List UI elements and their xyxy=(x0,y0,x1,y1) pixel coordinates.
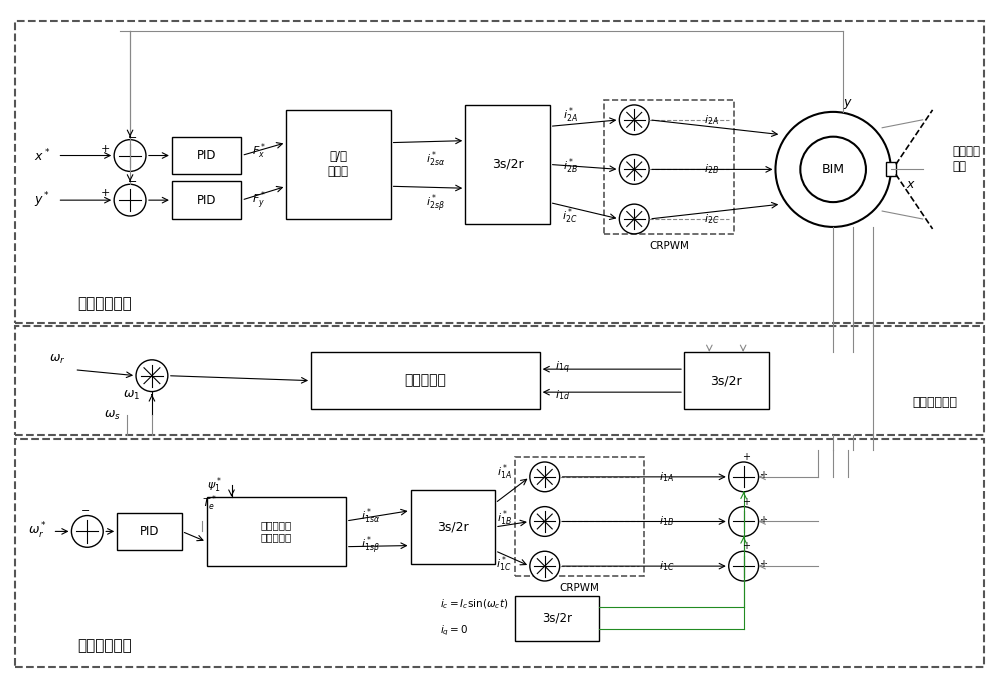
Text: PID: PID xyxy=(197,194,216,207)
FancyBboxPatch shape xyxy=(172,137,241,174)
Text: +: + xyxy=(101,144,110,154)
Text: $i_q = 0$: $i_q = 0$ xyxy=(440,623,469,638)
Text: $i_{1A}^*$: $i_{1A}^*$ xyxy=(497,462,512,481)
Circle shape xyxy=(729,551,759,581)
Circle shape xyxy=(729,462,759,492)
Text: $i_{1s\beta}^*$: $i_{1s\beta}^*$ xyxy=(361,535,380,557)
Text: +: + xyxy=(760,515,768,525)
Text: $T_e^*$: $T_e^*$ xyxy=(202,494,216,513)
Circle shape xyxy=(71,515,103,547)
Text: 悬浮控制过程: 悬浮控制过程 xyxy=(77,296,132,311)
Text: $i_{2A}^*$: $i_{2A}^*$ xyxy=(563,105,578,125)
FancyBboxPatch shape xyxy=(311,352,540,410)
Text: $i_{1s\alpha}^*$: $i_{1s\alpha}^*$ xyxy=(361,506,380,526)
Text: $-$: $-$ xyxy=(127,131,137,140)
Text: $i_{1A}$: $i_{1A}$ xyxy=(659,470,674,484)
Text: 偏差角控制: 偏差角控制 xyxy=(404,374,446,388)
Text: 气隙磁场定
向解耦控制: 气隙磁场定 向解耦控制 xyxy=(261,521,292,542)
Circle shape xyxy=(729,506,759,536)
Text: 3s/2r: 3s/2r xyxy=(437,521,469,534)
Text: 力/电
流转器: 力/电 流转器 xyxy=(328,151,349,178)
Text: 3s/2r: 3s/2r xyxy=(542,612,572,624)
Text: $\omega_r$: $\omega_r$ xyxy=(49,353,66,366)
Text: $\omega_r^*$: $\omega_r^*$ xyxy=(28,521,47,542)
Circle shape xyxy=(619,204,649,234)
Text: $x^*$: $x^*$ xyxy=(34,147,51,164)
Text: $i_{2C}^*$: $i_{2C}^*$ xyxy=(562,206,578,226)
Text: $i_{2B}$: $i_{2B}$ xyxy=(704,163,719,176)
Circle shape xyxy=(530,462,560,492)
Circle shape xyxy=(530,551,560,581)
Circle shape xyxy=(619,155,649,184)
Circle shape xyxy=(136,360,168,392)
Text: 3s/2r: 3s/2r xyxy=(710,374,742,387)
Text: $F_x^*$: $F_x^*$ xyxy=(252,142,267,161)
FancyBboxPatch shape xyxy=(515,596,599,641)
Circle shape xyxy=(775,112,891,227)
FancyBboxPatch shape xyxy=(286,110,391,219)
Text: $-$: $-$ xyxy=(127,176,137,185)
Text: 电涡流传
感器: 电涡流传 感器 xyxy=(952,146,980,174)
FancyBboxPatch shape xyxy=(117,513,182,551)
FancyBboxPatch shape xyxy=(172,181,241,219)
Circle shape xyxy=(114,140,146,172)
Text: +: + xyxy=(760,559,768,569)
Text: $i_{1q}$: $i_{1q}$ xyxy=(555,359,570,376)
Text: $x$: $x$ xyxy=(906,178,916,191)
Text: PID: PID xyxy=(197,149,216,162)
Text: $-$: $-$ xyxy=(80,504,90,514)
Text: +: + xyxy=(101,188,110,198)
FancyBboxPatch shape xyxy=(207,497,346,566)
Text: $i_{1C}$: $i_{1C}$ xyxy=(659,559,675,573)
Text: $i_c = I_c\sin(\omega_c t)$: $i_c = I_c\sin(\omega_c t)$ xyxy=(440,597,509,611)
Text: $i_{2s\beta}^*$: $i_{2s\beta}^*$ xyxy=(426,193,445,215)
FancyBboxPatch shape xyxy=(411,490,495,564)
Text: $i_{2A}$: $i_{2A}$ xyxy=(704,113,719,127)
Text: CRPWM: CRPWM xyxy=(560,583,599,593)
Text: $i_{2B}^*$: $i_{2B}^*$ xyxy=(563,157,578,176)
Circle shape xyxy=(800,137,866,202)
Text: $i_{1B}^*$: $i_{1B}^*$ xyxy=(497,508,512,528)
Text: $F_y^*$: $F_y^*$ xyxy=(252,190,267,212)
Text: 转矩控制过程: 转矩控制过程 xyxy=(77,638,132,653)
Text: $i_{2s\alpha}^*$: $i_{2s\alpha}^*$ xyxy=(426,150,445,170)
Text: $\psi_1^*$: $\psi_1^*$ xyxy=(207,475,222,494)
Text: +: + xyxy=(742,452,750,462)
FancyBboxPatch shape xyxy=(684,352,769,410)
Text: 中间控制过程: 中间控制过程 xyxy=(912,396,957,409)
FancyBboxPatch shape xyxy=(886,163,896,176)
Circle shape xyxy=(530,506,560,536)
Text: +: + xyxy=(760,470,768,480)
Text: +: + xyxy=(742,541,750,551)
Circle shape xyxy=(619,105,649,135)
Text: $y^*$: $y^*$ xyxy=(34,191,51,210)
Text: +: + xyxy=(742,497,750,506)
Circle shape xyxy=(114,184,146,216)
Text: $i_{1B}$: $i_{1B}$ xyxy=(659,515,674,528)
Text: $\omega_1$: $\omega_1$ xyxy=(123,389,141,402)
Text: $i_{2C}$: $i_{2C}$ xyxy=(704,212,719,226)
Text: $y$: $y$ xyxy=(843,97,853,111)
Text: $i_{1d}$: $i_{1d}$ xyxy=(555,388,570,403)
Text: CRPWM: CRPWM xyxy=(649,241,689,251)
Text: BIM: BIM xyxy=(822,163,845,176)
Text: PID: PID xyxy=(140,525,159,538)
Text: $\omega_s$: $\omega_s$ xyxy=(104,409,121,422)
Text: 3s/2r: 3s/2r xyxy=(492,158,523,171)
Text: $i_{1C}^*$: $i_{1C}^*$ xyxy=(496,555,512,574)
FancyBboxPatch shape xyxy=(465,105,550,224)
